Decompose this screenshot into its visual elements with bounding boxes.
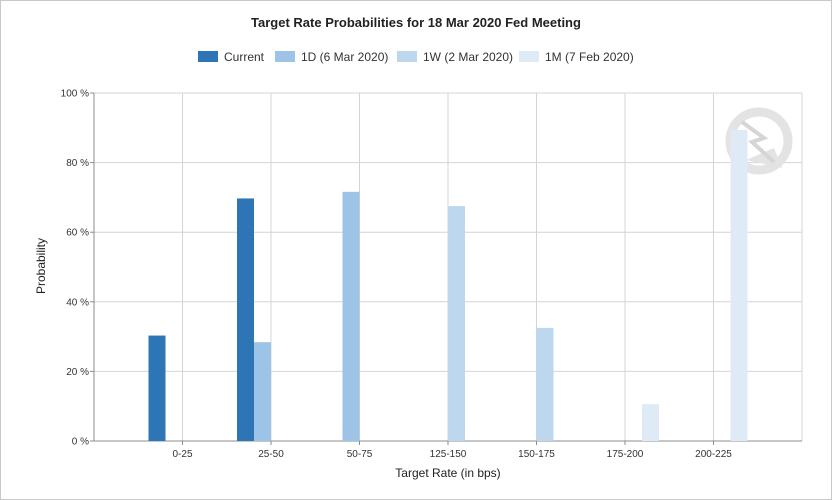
y-tick-label-0: 0 % <box>72 437 89 448</box>
x-tick-label-0: 0-25 <box>172 449 192 460</box>
y-tick-label-5: 100 % <box>61 89 89 100</box>
x-tick-label-2: 50-75 <box>347 449 373 460</box>
bar-25-50-0 <box>237 198 254 441</box>
bar-150-175-2 <box>536 327 554 441</box>
legend-swatch-1 <box>275 51 295 62</box>
legend-label-2: 1W (2 Mar 2020) <box>423 50 513 64</box>
bar-0-25-0 <box>148 335 166 441</box>
bar-50-75-1 <box>342 191 360 441</box>
legend-swatch-3 <box>519 51 539 62</box>
legend-swatch-2 <box>397 51 417 62</box>
x-tick-label-4: 150-175 <box>518 449 555 460</box>
y-axis-ticks: 0 % 20 % 40 % 60 % 80 % 100 % <box>61 89 94 448</box>
legend-label-0: Current <box>224 50 265 64</box>
y-tick-label-2: 40 % <box>66 297 89 308</box>
x-tick-label-6: 200-225 <box>695 449 732 460</box>
x-tick-label-1: 25-50 <box>258 449 284 460</box>
x-tick-label-5: 175-200 <box>607 449 644 460</box>
legend-swatch-0 <box>198 51 218 62</box>
bars <box>148 129 748 441</box>
legend-label-3: 1M (7 Feb 2020) <box>545 50 634 64</box>
x-axis-label: Target Rate (in bps) <box>395 466 500 480</box>
bar-125-150-2 <box>448 206 465 441</box>
x-tick-label-3: 125-150 <box>430 449 467 460</box>
y-axis-label: Probability <box>34 238 48 294</box>
bar-175-200-3 <box>642 404 659 441</box>
y-tick-label-4: 80 % <box>66 158 89 169</box>
y-tick-label-1: 20 % <box>66 367 89 378</box>
legend: Current 1D (6 Mar 2020) 1W (2 Mar 2020) 1M … <box>198 50 634 64</box>
x-axis-ticks: 0-25 25-50 50-75 125-150 150-175 175-200 200-2… <box>172 441 732 460</box>
bar-200-225-3 <box>730 129 748 441</box>
watermark-logo <box>725 107 793 175</box>
bar-25-50-1 <box>254 342 271 441</box>
legend-label-1: 1D (6 Mar 2020) <box>301 50 388 64</box>
chart-title: Target Rate Probabilities for 18 Mar 202… <box>251 15 581 30</box>
y-tick-label-3: 60 % <box>66 228 89 239</box>
